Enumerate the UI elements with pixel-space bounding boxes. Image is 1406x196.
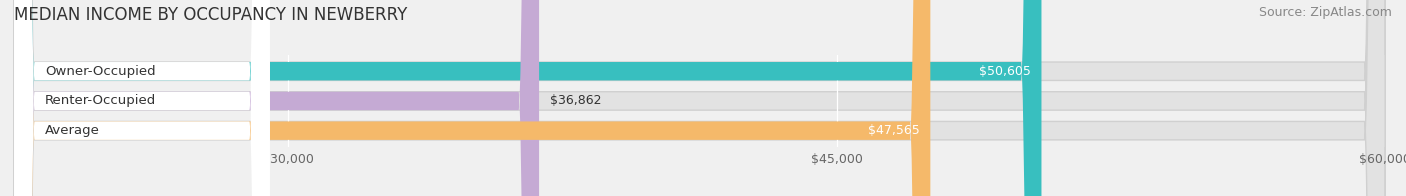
FancyBboxPatch shape — [14, 0, 1385, 196]
Text: $50,605: $50,605 — [979, 65, 1031, 78]
Text: Average: Average — [45, 124, 100, 137]
FancyBboxPatch shape — [14, 0, 1385, 196]
Text: MEDIAN INCOME BY OCCUPANCY IN NEWBERRY: MEDIAN INCOME BY OCCUPANCY IN NEWBERRY — [14, 6, 408, 24]
Text: $47,565: $47,565 — [868, 124, 920, 137]
FancyBboxPatch shape — [14, 0, 270, 196]
FancyBboxPatch shape — [14, 0, 931, 196]
FancyBboxPatch shape — [14, 0, 270, 196]
Text: Source: ZipAtlas.com: Source: ZipAtlas.com — [1258, 6, 1392, 19]
FancyBboxPatch shape — [14, 0, 538, 196]
FancyBboxPatch shape — [14, 0, 1042, 196]
Text: Owner-Occupied: Owner-Occupied — [45, 65, 156, 78]
Text: Renter-Occupied: Renter-Occupied — [45, 94, 156, 107]
Text: $36,862: $36,862 — [550, 94, 602, 107]
FancyBboxPatch shape — [14, 0, 270, 196]
FancyBboxPatch shape — [14, 0, 1385, 196]
